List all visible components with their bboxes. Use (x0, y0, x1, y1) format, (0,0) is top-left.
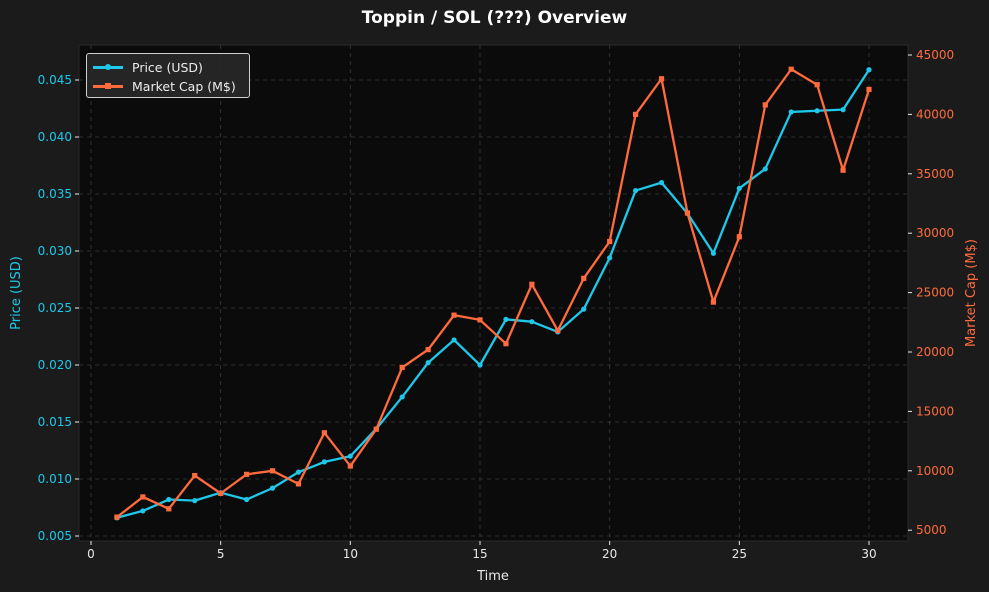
y-left-tick-label: 0.030 (38, 244, 72, 258)
y-right-tick-label: 15000 (916, 404, 954, 418)
x-tick-label: 0 (87, 547, 95, 561)
x-tick-label: 25 (732, 547, 747, 561)
price-line (116, 69, 870, 519)
chart-legend: Price (USD) Market Cap (M$) (86, 53, 250, 98)
market-cap-line (116, 68, 871, 519)
grid-lines (79, 45, 908, 541)
market-cap-line-swatch-icon (93, 81, 123, 91)
y-left-axis-ticks: 0.005 0.010 0.015 0.020 0.025 0.030 0.035 0.040… (38, 73, 79, 543)
legend-item-market-cap: Market Cap (M$) (93, 78, 236, 94)
y-left-tick-label: 0.010 (38, 472, 72, 486)
y-left-tick-label: 0.005 (38, 529, 72, 543)
y-left-tick-label: 0.015 (38, 415, 72, 429)
y-left-tick-label: 0.035 (38, 187, 72, 201)
y-right-tick-label: 25000 (916, 286, 954, 300)
x-tick-label: 20 (602, 547, 617, 561)
y-right-axis-ticks: 5000 10000 15000 20000 25000 30000 35000 40000 4… (908, 48, 954, 537)
x-tick-label: 5 (217, 547, 225, 561)
legend-item-price: Price (USD) (93, 59, 203, 75)
x-axis-label: Time (476, 569, 509, 584)
y-right-tick-label: 35000 (916, 167, 954, 181)
x-tick-label: 15 (472, 547, 487, 561)
y-right-tick-label: 10000 (916, 464, 954, 478)
x-axis-ticks: 0 5 10 15 20 25 30 (87, 541, 877, 561)
x-tick-label: 30 (861, 547, 876, 561)
x-tick-label: 10 (343, 547, 358, 561)
chart-title: Toppin / SOL (???) Overview (361, 8, 628, 28)
y-right-tick-label: 40000 (916, 107, 954, 121)
y-left-tick-label: 0.040 (38, 130, 72, 144)
y-right-axis-label: Market Cap (M$) (964, 239, 979, 347)
legend-label-market-cap: Market Cap (M$) (132, 78, 236, 94)
legend-label-price: Price (USD) (132, 59, 203, 75)
price-line-swatch-icon (93, 62, 123, 72)
data-series (114, 66, 872, 521)
y-right-tick-label: 30000 (916, 226, 954, 240)
plot-area (78, 44, 909, 542)
y-left-tick-label: 0.045 (38, 73, 72, 87)
y-right-tick-label: 45000 (916, 48, 954, 62)
y-right-tick-label: 5000 (916, 523, 947, 537)
y-left-tick-label: 0.025 (38, 301, 72, 315)
y-left-axis-label: Price (USD) (9, 256, 24, 330)
y-right-tick-label: 20000 (916, 345, 954, 359)
y-left-tick-label: 0.020 (38, 358, 72, 372)
